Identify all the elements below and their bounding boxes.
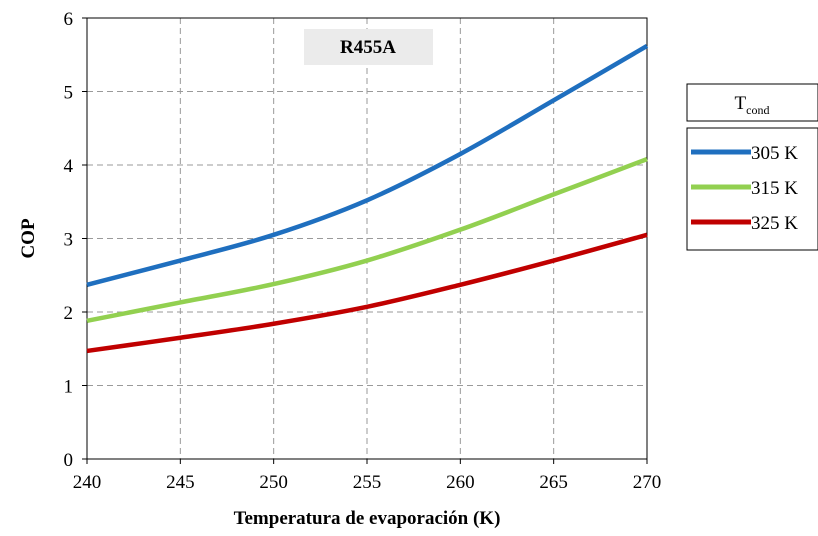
x-tick-label: 255 (353, 472, 382, 493)
legend-title-sub: cond (746, 103, 769, 117)
series-line-1 (86, 43, 649, 287)
series-line-3 (86, 232, 648, 354)
series-lines (86, 43, 649, 354)
x-tick-label: 270 (633, 472, 662, 493)
x-tick-label: 260 (446, 472, 475, 493)
y-tick-label: 4 (64, 156, 74, 177)
y-tick-label: 6 (64, 9, 74, 30)
legend-title-box (686, 83, 818, 122)
y-axis-title: COP (18, 218, 39, 259)
legend-entries: 305 K 315 K 325 K (691, 143, 798, 234)
x-tick-label: 240 (73, 472, 102, 493)
y-tick-label: 3 (64, 230, 74, 251)
x-axis-title: Temperatura de evaporación (K) (234, 508, 501, 529)
legend-label-1: 305 K (751, 143, 798, 164)
grid-lines (87, 18, 647, 459)
legend-entries-box (686, 127, 818, 251)
legend: Tcond 305 K 315 K 325 K (686, 83, 818, 251)
series-line-2 (86, 157, 648, 324)
refrigerant-annotation: R455A (304, 29, 433, 65)
legend-label-2: 315 K (751, 178, 798, 199)
y-tick-label: 5 (64, 83, 74, 104)
y-tick-label: 1 (64, 377, 74, 398)
x-tick-label: 245 (166, 472, 195, 493)
y-tick-labels: 0 1 2 3 4 5 6 (64, 9, 87, 471)
legend-label-3: 325 K (751, 213, 798, 234)
y-tick-label: 2 (64, 303, 74, 324)
legend-title: Tcond (735, 93, 770, 117)
y-tick-label: 0 (64, 450, 74, 471)
x-tick-label: 250 (259, 472, 288, 493)
x-tick-label: 265 (539, 472, 568, 493)
legend-title-main: T (735, 93, 747, 114)
x-tick-labels: 240 245 250 255 260 265 270 (73, 459, 662, 493)
refrigerant-label: R455A (340, 37, 396, 58)
